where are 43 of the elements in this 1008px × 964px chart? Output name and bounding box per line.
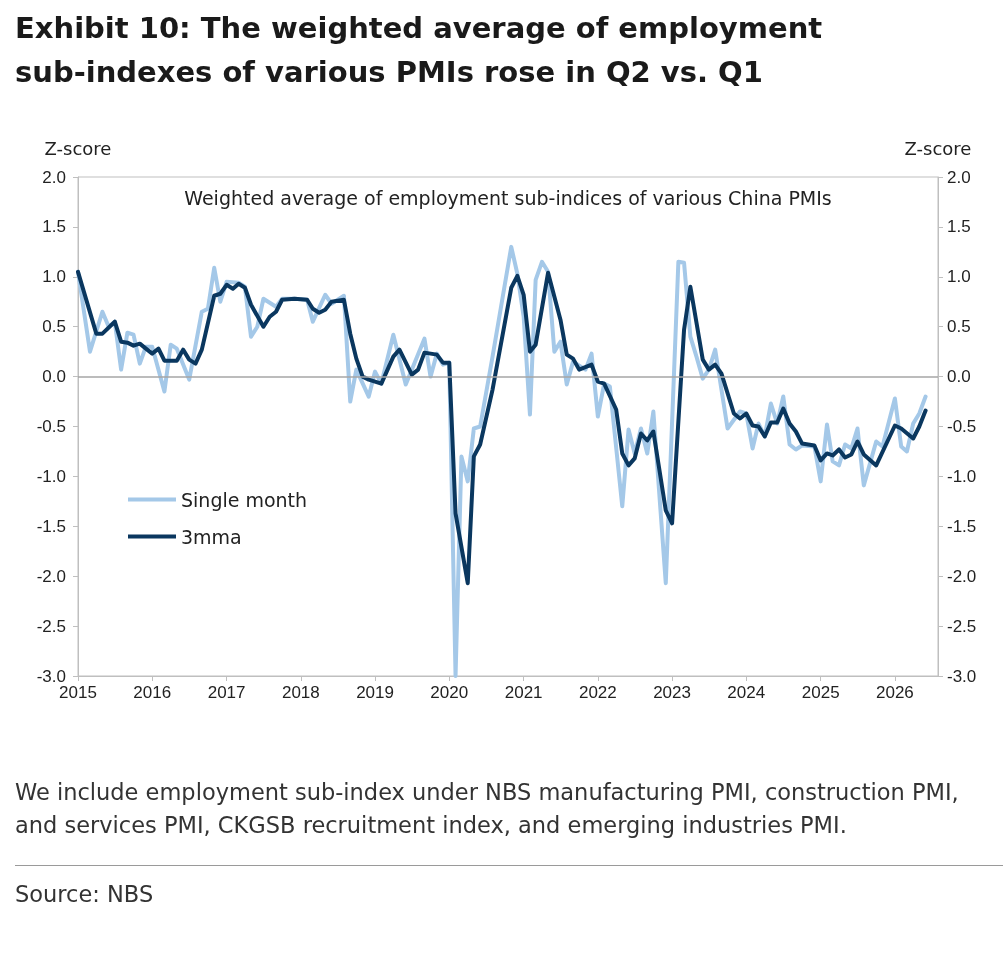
line-series [76, 269, 928, 586]
x-tick-label: 2015 [59, 683, 97, 702]
y2-tick-label: -1.0 [947, 466, 977, 486]
x-tick-label: 2023 [653, 683, 691, 702]
y-tick-label: -0.5 [36, 417, 66, 436]
y-tick-label: 0.5 [42, 317, 66, 337]
x-tick-label: 2018 [281, 683, 320, 702]
y2-axis-title: Z-score [904, 137, 972, 159]
x-tick-label: 2020 [430, 683, 469, 702]
y2-tick-label: 0.5 [947, 317, 971, 337]
y-axis-title: Z-score [44, 137, 112, 159]
x-tick-label: 2026 [875, 683, 914, 702]
y2-tick-label: 1.5 [947, 217, 971, 237]
x-tick-label: 2021 [504, 683, 543, 702]
legend-label: Single month [181, 488, 308, 511]
x-tick-label: 2024 [727, 683, 766, 702]
y-tick-label: -2.5 [36, 616, 66, 636]
y2-tick-label: -1.5 [947, 516, 977, 536]
x-tick-label: 2017 [207, 683, 246, 702]
y2-tick-label: -2.5 [947, 616, 977, 636]
legend-label: 3mma [181, 525, 242, 548]
chart-title: Exhibit 10: The weighted average of employment sub-indexes of various PMIs rose in Q2 vs. Q1 [15, 10, 824, 91]
x-tick-label: 2022 [578, 683, 617, 702]
y-tick-label: -3.0 [36, 666, 66, 686]
y2-tick-label: 0.0 [947, 367, 971, 387]
y2-tick-label: -2.0 [947, 566, 977, 586]
y2-tick-label: -3.0 [947, 666, 977, 686]
y-tick-label: 1.5 [42, 217, 66, 237]
x-tick-label: 2019 [356, 683, 394, 702]
y-tick-label: -2.0 [36, 566, 66, 586]
y-tick-label: 1.0 [42, 267, 66, 287]
text: Weighted average of employment sub-indices of various China PMIs [183, 187, 833, 209]
y-tick-label: -1.0 [36, 466, 66, 486]
y2-tick-label: 2.0 [947, 167, 971, 187]
y-tick-label: 2.0 [42, 167, 66, 187]
x-tick-label: 2016 [133, 683, 172, 702]
y-tick-label: 0.0 [42, 367, 66, 387]
x-tick-label: 2025 [801, 683, 840, 702]
text: We include employment sub-index under NBS manufacturing PMI, construction PMI, and services PMI, CKGSB recruitment index, and emerging industries PMI. [15, 778, 960, 840]
y-tick-label: -1.5 [36, 516, 66, 536]
source-note: Source: NBS [15, 865, 1003, 911]
y2-tick-label: 1.0 [947, 267, 971, 287]
y2-tick-label: -0.5 [947, 417, 977, 436]
